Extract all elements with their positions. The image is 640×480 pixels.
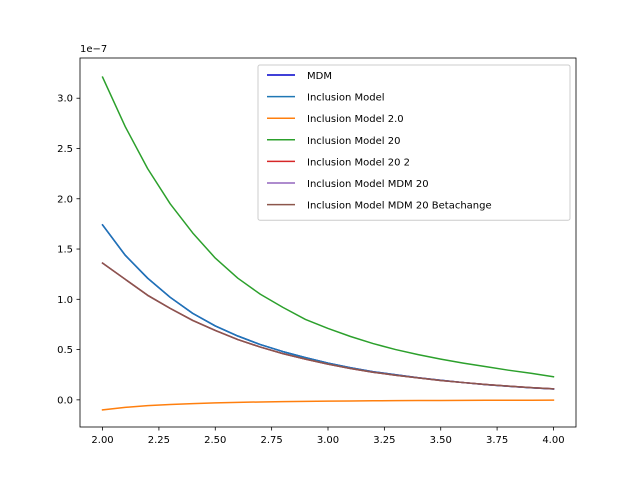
x-tick-label: 3.50 (430, 435, 452, 446)
series-line-4 (101, 76, 555, 378)
x-tick-label: 2.75 (261, 435, 283, 446)
y-tick-label: 3.0 (57, 94, 73, 105)
x-tick-label: 2.25 (148, 435, 170, 446)
x-tick-label: 4.00 (542, 435, 564, 446)
series-layer (101, 76, 555, 411)
x-tick-label: 3.25 (373, 435, 395, 446)
legend-box (257, 64, 571, 221)
y-tick-label: 2.0 (57, 194, 73, 205)
y-axis-offset-label: 1e−7 (80, 44, 107, 55)
legend-label: MDM (307, 71, 332, 82)
y-tick-label: 2.5 (57, 144, 73, 155)
y-tick-label: 0.5 (57, 345, 73, 356)
legend-label: Inclusion Model MDM 20 (307, 179, 429, 190)
legend-label: Inclusion Model 20 2 (307, 157, 410, 168)
legend: MDM Inclusion Model Inclusion Model 2.0 Inc… (257, 64, 571, 221)
x-tick-label: 2.50 (204, 435, 226, 446)
x-axis: 2.00 2.25 2.50 2.75 3.00 3.25 3.50 3.75 4.00 (91, 427, 565, 446)
y-axis: 0.0 0.5 1.0 1.5 2.0 2.5 3.0 (57, 94, 80, 406)
legend-label: Inclusion Model (307, 93, 385, 104)
legend-label: Inclusion Model 20 (307, 136, 400, 147)
x-tick-label: 3.75 (486, 435, 508, 446)
x-tick-label: 3.00 (317, 435, 339, 446)
y-tick-label: 1.5 (57, 245, 73, 256)
x-tick-label: 2.00 (91, 435, 113, 446)
legend-label: Inclusion Model MDM 20 Betachange (307, 201, 492, 212)
series-line-3 (101, 399, 555, 411)
legend-label: Inclusion Model 2.0 (307, 114, 404, 125)
y-tick-label: 1.0 (57, 295, 73, 306)
y-tick-label: 0.0 (57, 395, 73, 406)
series-line-7 (101, 262, 555, 390)
